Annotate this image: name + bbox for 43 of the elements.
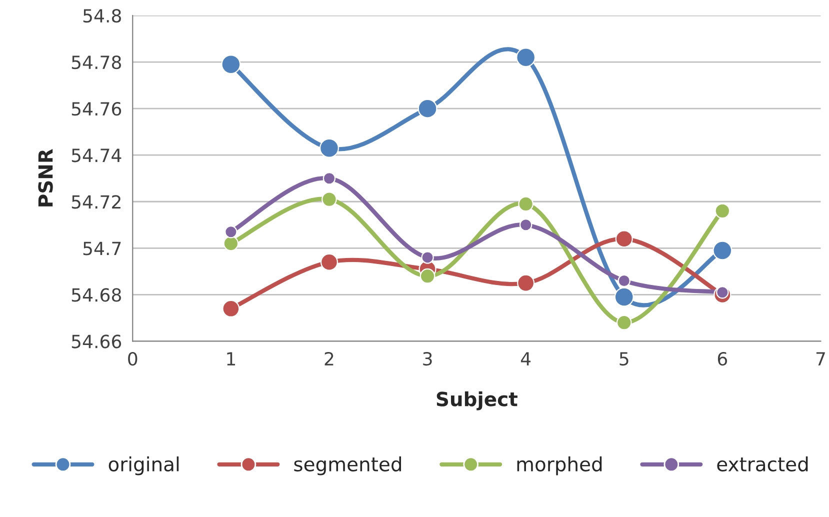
point <box>222 300 240 318</box>
point <box>420 268 436 284</box>
y-tick-label: 54.7 <box>83 242 121 256</box>
x-tick-label: 2 <box>324 352 334 366</box>
y-tick-label: 54.68 <box>72 288 121 302</box>
x-tick-label: 1 <box>227 352 236 366</box>
x-axis-title: Subject <box>436 391 518 410</box>
point <box>516 48 536 68</box>
y-tick-label: 54.76 <box>72 102 122 116</box>
legend-label: original <box>108 456 179 476</box>
point <box>614 287 634 307</box>
point <box>224 226 238 238</box>
x-tick-label: 0 <box>128 352 138 366</box>
y-axis-title: PSNR <box>38 149 53 206</box>
legend-label: morphed <box>517 456 602 476</box>
point <box>221 54 241 74</box>
legend-label: extracted <box>717 456 808 472</box>
point <box>322 172 336 185</box>
y-tick-label: 54.78 <box>72 56 121 70</box>
legend-label: segmented <box>294 456 402 476</box>
x-tick-label: 3 <box>423 352 432 366</box>
point <box>712 240 732 260</box>
point <box>618 274 630 288</box>
point <box>421 251 434 264</box>
point <box>519 218 532 232</box>
x-tick-label: 5 <box>620 352 628 366</box>
point <box>418 98 438 118</box>
y-tick-label: 54.72 <box>72 195 120 209</box>
y-tick-label: 54.8 <box>83 8 121 23</box>
x-tick-label: 4 <box>520 352 531 366</box>
point <box>518 196 534 212</box>
y-tick-label: 54.66 <box>72 334 122 348</box>
point <box>517 274 535 292</box>
point <box>615 230 633 248</box>
point <box>322 192 337 207</box>
point <box>714 203 730 219</box>
x-tick-label: 6 <box>718 352 728 366</box>
x-tick-label: 7 <box>816 352 825 366</box>
point <box>223 236 239 252</box>
point <box>320 253 338 271</box>
point <box>616 314 632 330</box>
y-tick-label: 54.74 <box>72 148 122 162</box>
point <box>319 138 339 158</box>
